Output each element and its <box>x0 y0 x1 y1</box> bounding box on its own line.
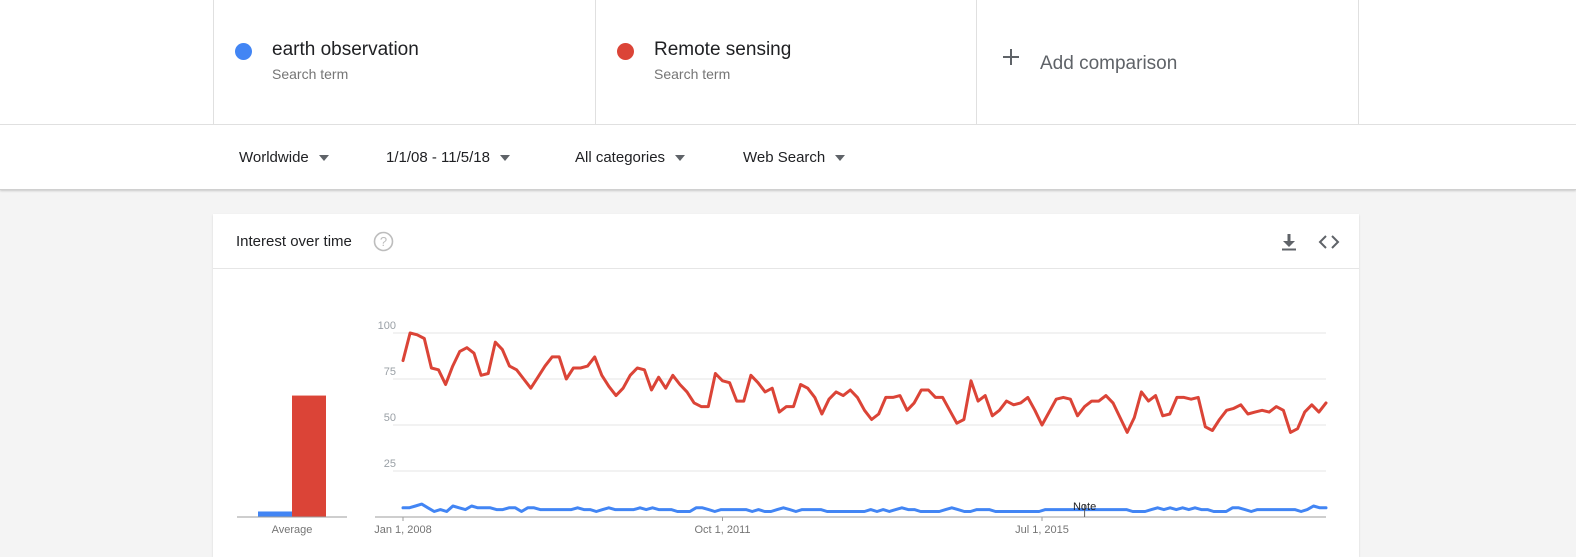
chart-annotation[interactable]: Note <box>1073 501 1096 517</box>
plus-icon <box>1003 49 1019 65</box>
add-comparison-label: Add comparison <box>1040 53 1178 74</box>
interest-over-time-card: Interest over time ? Average 25 50 75 100 J… <box>213 214 1359 557</box>
chart-series <box>401 331 1328 513</box>
region-value: Worldwide <box>239 149 309 166</box>
series-line-1 <box>401 502 1328 513</box>
filter-bar: Worldwide 1/1/08 - 11/5/18 All categorie… <box>0 125 1576 189</box>
caret-down-icon <box>499 154 510 161</box>
comparison-terms-row: earth observation Search term Remote sen… <box>0 0 1576 125</box>
svg-text:?: ? <box>380 234 387 249</box>
embed-code-icon[interactable] <box>1317 232 1341 252</box>
download-icon[interactable] <box>1279 232 1299 252</box>
region-dropdown[interactable]: Worldwide <box>239 149 329 166</box>
search-term-type: Search term <box>272 66 349 82</box>
y-tick-label: 75 <box>384 366 396 378</box>
x-tick-label: Jul 1, 2015 <box>1015 524 1069 536</box>
x-tick-label: Jan 1, 2008 <box>374 524 432 536</box>
search-term-name[interactable]: earth observation <box>272 39 419 60</box>
average-label: Average <box>272 524 313 536</box>
search-term-name[interactable]: Remote sensing <box>654 39 792 60</box>
x-tick-label: Oct 1, 2011 <box>694 524 750 536</box>
card-title: Interest over time <box>236 233 352 250</box>
y-tick-label: 100 <box>378 320 396 332</box>
caret-down-icon <box>675 154 686 161</box>
date-range-dropdown[interactable]: 1/1/08 - 11/5/18 <box>386 149 510 166</box>
category-dropdown[interactable]: All categories <box>575 149 686 166</box>
category-value: All categories <box>575 149 666 166</box>
add-comparison-button[interactable]: Add comparison <box>976 0 1359 125</box>
y-tick-label: 25 <box>384 458 396 470</box>
card-header: Interest over time ? <box>213 214 1359 269</box>
caret-down-icon <box>318 154 329 161</box>
average-bar-1 <box>258 511 292 517</box>
series-color-dot-blue <box>235 43 252 60</box>
interest-over-time-chart: Average 25 50 75 100 Jan 1, 2008 Oct 1, 2011… <box>237 320 1328 536</box>
chart-gridlines: 25 50 75 100 <box>375 320 1326 518</box>
search-type-value: Web Search <box>743 149 826 166</box>
average-bar-2 <box>292 395 326 517</box>
x-axis-ticks: Jan 1, 2008 Oct 1, 2011 Jul 1, 2015 <box>374 517 1069 536</box>
explore-header: earth observation Search term Remote sen… <box>0 0 1576 190</box>
search-term-card-1[interactable]: earth observation Search term <box>213 0 595 125</box>
date-range-value: 1/1/08 - 11/5/18 <box>386 149 490 166</box>
search-term-card-2[interactable]: Remote sensing Search term <box>595 0 976 125</box>
series-color-dot-red <box>617 43 634 60</box>
search-term-type: Search term <box>654 66 731 82</box>
search-type-dropdown[interactable]: Web Search <box>743 149 846 166</box>
average-bar-chart: Average <box>237 395 347 536</box>
note-label[interactable]: Note <box>1073 501 1096 513</box>
caret-down-icon <box>835 154 846 161</box>
y-tick-label: 50 <box>384 412 396 424</box>
series-line-2 <box>401 331 1328 434</box>
question-circle-icon[interactable]: ? <box>373 231 394 252</box>
